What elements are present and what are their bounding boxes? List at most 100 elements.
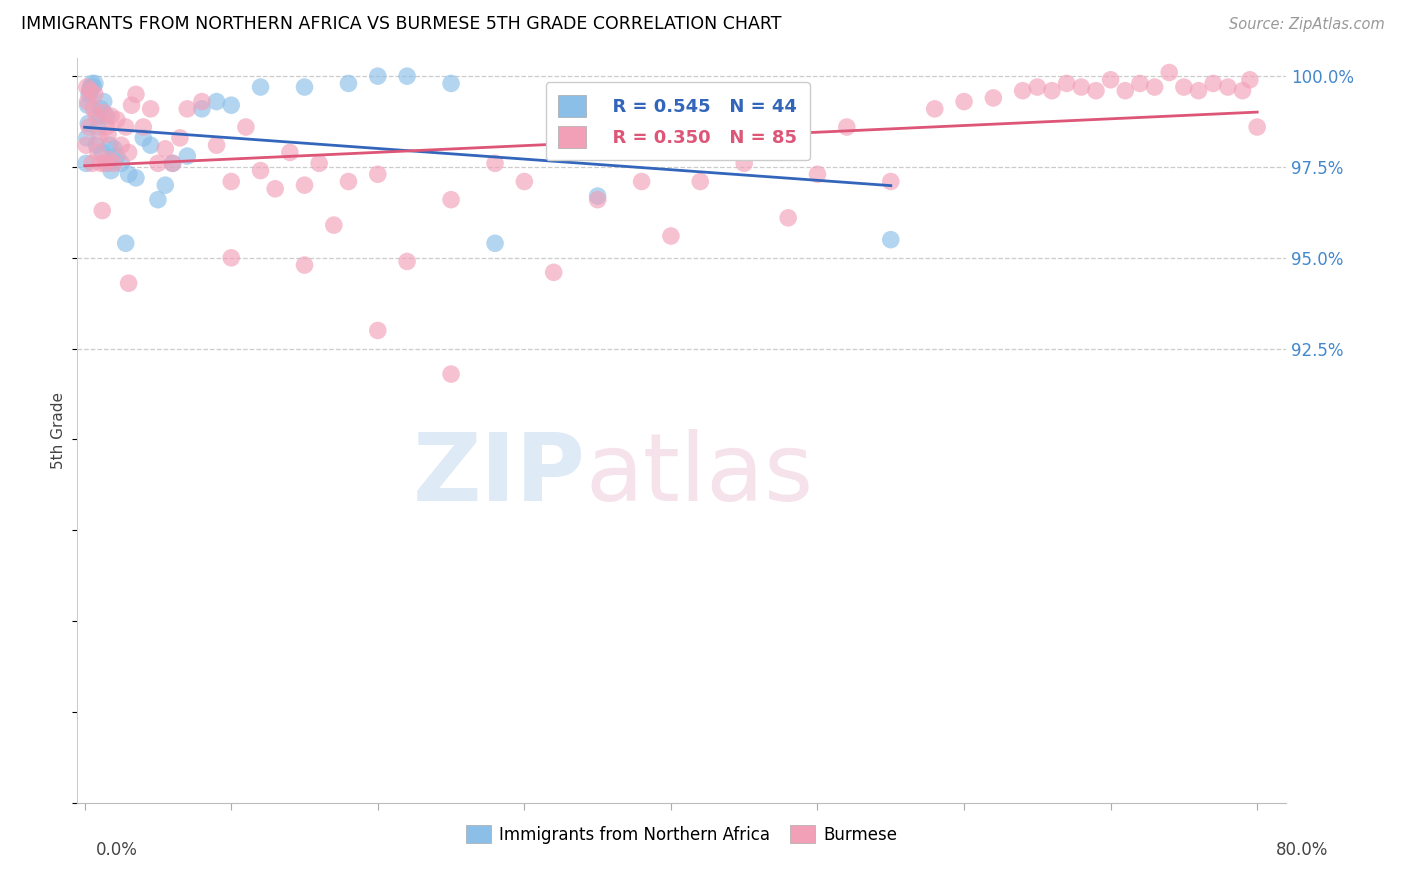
Point [1084, 84, 1107, 98]
Legend: Immigrants from Northern Africa, Burmese: Immigrants from Northern Africa, Burmese [460, 819, 904, 850]
Point [76, 80, 98, 95]
Point [1011, 84, 1033, 98]
Point [367, 167, 389, 181]
Point [82, 80, 104, 95]
Point [396, 254, 419, 268]
Point [77, 87, 100, 102]
Point [1173, 80, 1195, 95]
Text: ZIP: ZIP [412, 429, 585, 521]
Point [90, 102, 112, 116]
Point [84, 77, 107, 91]
Point [264, 182, 287, 196]
Point [155, 178, 177, 193]
Point [1114, 84, 1136, 98]
Point [94, 156, 117, 170]
Point [1246, 120, 1268, 134]
Point [86, 109, 108, 123]
Point [110, 156, 132, 170]
Text: IMMIGRANTS FROM NORTHERN AFRICA VS BURMESE 5TH GRADE CORRELATION CHART: IMMIGRANTS FROM NORTHERN AFRICA VS BURME… [21, 15, 782, 33]
Point [322, 218, 344, 232]
Y-axis label: 5th Grade: 5th Grade [51, 392, 66, 469]
Point [235, 120, 257, 134]
Point [79, 84, 101, 98]
Text: atlas: atlas [585, 429, 814, 521]
Point [1202, 77, 1225, 91]
Point [80, 77, 103, 91]
Point [586, 189, 609, 203]
Point [103, 142, 125, 156]
Point [97, 156, 120, 170]
Point [82, 102, 104, 116]
Point [125, 87, 148, 102]
Point [139, 102, 162, 116]
Point [219, 174, 242, 188]
Point [513, 174, 536, 188]
Point [1056, 77, 1078, 91]
Text: 0.0%: 0.0% [96, 840, 138, 858]
Point [77, 120, 100, 134]
Point [76, 95, 98, 109]
Point [125, 170, 148, 185]
Point [100, 109, 122, 123]
Point [440, 77, 463, 91]
Point [1026, 80, 1049, 95]
Point [484, 236, 506, 251]
Point [89, 109, 111, 123]
Point [114, 236, 136, 251]
Point [835, 120, 858, 134]
Point [205, 95, 228, 109]
Point [79, 80, 101, 95]
Point [1232, 84, 1254, 98]
Point [76, 98, 98, 112]
Point [146, 156, 169, 170]
Point [294, 80, 316, 95]
Point [440, 193, 463, 207]
Point [484, 156, 506, 170]
Point [880, 174, 903, 188]
Point [176, 149, 198, 163]
Point [396, 69, 419, 83]
Point [219, 251, 242, 265]
Point [121, 98, 143, 112]
Point [924, 102, 946, 116]
Point [191, 102, 214, 116]
Point [278, 145, 301, 160]
Point [630, 174, 652, 188]
Point [110, 138, 132, 153]
Point [219, 98, 242, 112]
Point [659, 229, 682, 244]
Point [117, 145, 139, 160]
Point [76, 131, 98, 145]
Point [1143, 80, 1166, 95]
Point [308, 156, 330, 170]
Point [86, 138, 108, 153]
Point [117, 277, 139, 291]
Point [1099, 72, 1122, 87]
Point [105, 149, 128, 163]
Point [1239, 72, 1261, 87]
Point [98, 153, 121, 167]
Point [93, 95, 115, 109]
Point [1159, 65, 1181, 79]
Point [132, 120, 155, 134]
Point [80, 156, 103, 170]
Point [1129, 77, 1152, 91]
Point [205, 138, 228, 153]
Point [337, 174, 360, 188]
Point [77, 116, 100, 130]
Point [100, 163, 122, 178]
Point [75, 156, 97, 170]
Point [146, 193, 169, 207]
Point [176, 102, 198, 116]
Text: Source: ZipAtlas.com: Source: ZipAtlas.com [1229, 18, 1385, 32]
Point [1040, 84, 1063, 98]
Point [90, 156, 112, 170]
Point [162, 156, 184, 170]
Point [440, 367, 463, 381]
Point [1216, 80, 1239, 95]
Point [114, 120, 136, 134]
Point [169, 131, 191, 145]
Point [367, 69, 389, 83]
Point [294, 178, 316, 193]
Point [87, 120, 110, 134]
